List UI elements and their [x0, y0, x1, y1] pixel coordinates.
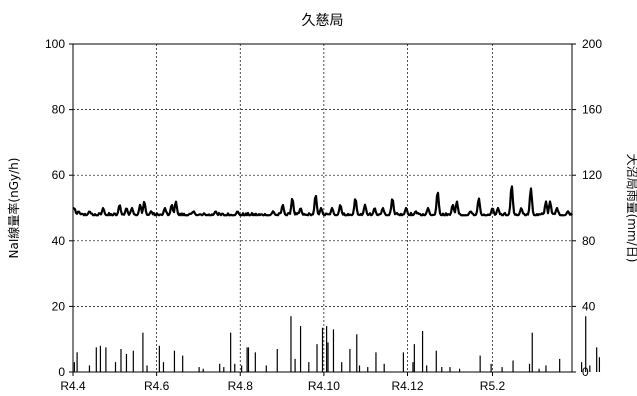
left-tick-label: 80: [52, 103, 66, 117]
left-tick-label: 60: [52, 168, 66, 182]
right-tick-label: 200: [582, 37, 602, 51]
right-tick-label: 160: [582, 103, 602, 117]
x-axis-ticks: R4.4 R4.6 R4.8 R4.10 R4.12 R5.2: [60, 372, 505, 393]
x-tick-label: R4.12: [391, 379, 423, 393]
x-tick-label: R5.2: [480, 379, 506, 393]
right-tick-label: 80: [582, 234, 596, 248]
chart-title: 久慈局: [302, 13, 344, 29]
left-tick-label: 100: [45, 37, 65, 51]
right-axis-ticks: 0 40 80 120 160 200: [572, 37, 602, 379]
left-axis-title: NaI線量率(nGy/h): [6, 158, 21, 259]
left-tick-label: 0: [58, 365, 65, 379]
left-tick-label: 20: [52, 299, 66, 313]
x-tick-label: R4.6: [144, 379, 170, 393]
right-axis-title: 大沼局雨量(mm/日): [625, 154, 637, 263]
rainfall-bars: [73, 316, 601, 372]
right-tick-label: 120: [582, 168, 602, 182]
dose-rate-line: [72, 185, 573, 217]
x-tick-label: R4.4: [60, 379, 86, 393]
right-tick-label: 40: [582, 299, 596, 313]
x-tick-label: R4.10: [308, 379, 340, 393]
plot-frame: [72, 43, 573, 373]
right-tick-label: 0: [582, 365, 589, 379]
x-tick-label: R4.8: [228, 379, 254, 393]
left-axis-ticks: 0 20 40 60 80 100: [45, 37, 73, 379]
left-tick-label: 40: [52, 234, 66, 248]
